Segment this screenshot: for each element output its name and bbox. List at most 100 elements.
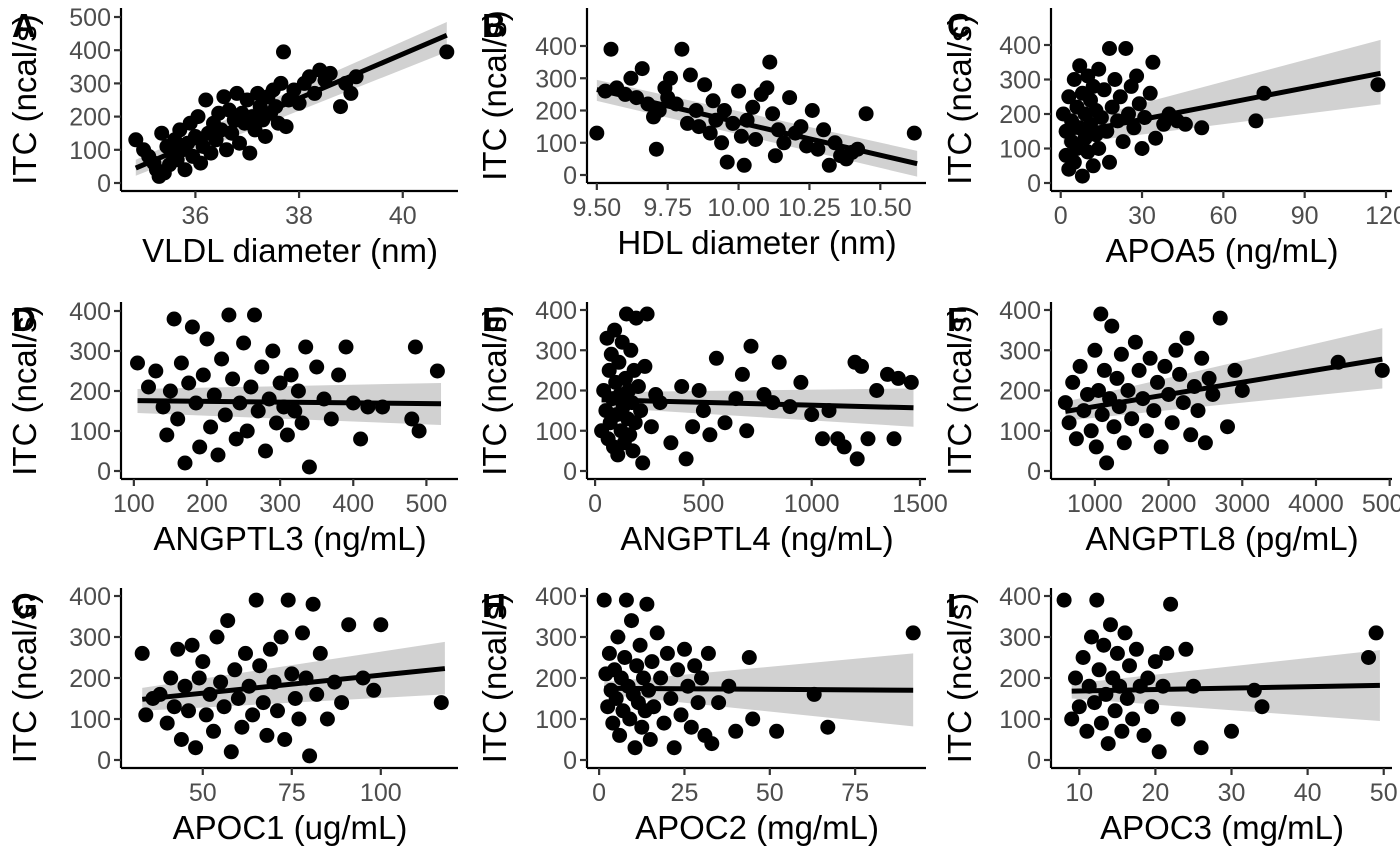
- data-point: [334, 695, 350, 711]
- data-point: [1120, 383, 1136, 398]
- data-point: [759, 80, 775, 96]
- data-point: [629, 658, 645, 674]
- data-point: [799, 138, 815, 154]
- x-tick-label: 2000: [1141, 490, 1197, 518]
- data-point: [905, 625, 921, 641]
- y-axis-title: ITC (ncal/s): [6, 305, 43, 476]
- data-point: [1224, 723, 1239, 739]
- data-point: [1085, 158, 1101, 174]
- data-point: [154, 125, 170, 141]
- y-tick-label: 100: [69, 418, 111, 446]
- data-point: [1071, 699, 1087, 715]
- data-point: [695, 403, 711, 419]
- data-point: [816, 122, 832, 138]
- data-point: [1107, 72, 1123, 87]
- data-point: [177, 162, 193, 178]
- x-tick-label: 3000: [1214, 490, 1270, 518]
- data-point: [1183, 427, 1199, 443]
- x-axis-title: ANGPTL3 (ng/mL): [153, 520, 426, 557]
- data-point: [1136, 727, 1152, 743]
- data-point: [733, 128, 749, 144]
- y-tick-label: 300: [69, 624, 111, 652]
- x-axis-title: APOC3 (mg/mL): [1100, 809, 1344, 846]
- data-point: [1068, 670, 1083, 686]
- data-point: [627, 415, 643, 431]
- data-point: [1157, 358, 1173, 374]
- y-axis-title: ITC (ncal/s): [476, 10, 513, 181]
- data-point: [1065, 374, 1081, 390]
- data-point: [1146, 403, 1162, 419]
- data-point: [678, 451, 694, 467]
- data-point: [674, 379, 690, 394]
- data-point: [223, 744, 239, 760]
- data-point: [181, 375, 197, 391]
- data-point: [284, 666, 300, 682]
- data-point: [697, 77, 713, 93]
- data-point: [1115, 134, 1131, 150]
- x-tick-label: 500: [406, 490, 448, 518]
- data-point: [1163, 596, 1179, 612]
- data-point: [1087, 342, 1103, 358]
- data-point: [277, 732, 293, 747]
- data-point: [1220, 419, 1235, 435]
- data-point: [1091, 61, 1107, 77]
- data-point: [258, 443, 273, 459]
- data-point: [1057, 395, 1073, 411]
- data-point: [659, 645, 675, 661]
- y-tick-label: 200: [69, 378, 111, 406]
- y-tick-label: 100: [69, 706, 111, 734]
- data-point: [216, 699, 232, 715]
- data-point: [331, 367, 347, 383]
- y-tick-label: 0: [97, 170, 111, 198]
- data-point: [238, 645, 253, 661]
- data-point: [173, 732, 189, 747]
- data-point: [1061, 415, 1077, 431]
- data-point: [635, 455, 651, 471]
- regression-line: [601, 397, 914, 411]
- data-point: [646, 699, 662, 715]
- y-tick-label: 300: [69, 338, 111, 366]
- data-point: [691, 119, 707, 135]
- data-point: [1170, 711, 1186, 727]
- data-point: [433, 695, 449, 711]
- data-point: [821, 157, 837, 173]
- data-point: [225, 371, 241, 387]
- y-tick-label: 400: [999, 32, 1041, 60]
- regression-line: [134, 32, 448, 171]
- data-point: [1109, 370, 1125, 386]
- data-point: [1087, 695, 1102, 711]
- y-tick-label: 400: [999, 297, 1041, 325]
- data-point: [373, 617, 389, 633]
- data-point: [836, 439, 852, 455]
- data-point: [1091, 662, 1107, 678]
- data-point: [242, 145, 258, 161]
- x-tick-label: 10.50: [849, 194, 912, 222]
- panel-label: B: [482, 7, 506, 44]
- data-point: [1172, 366, 1188, 382]
- data-point: [776, 135, 792, 151]
- data-point: [276, 44, 291, 60]
- y-tick-label: 400: [999, 583, 1041, 611]
- data-point: [680, 678, 696, 694]
- data-point: [1205, 387, 1221, 402]
- panel-label: G: [12, 587, 38, 624]
- data-point: [1234, 383, 1250, 398]
- data-point: [262, 641, 278, 657]
- data-point: [239, 423, 255, 439]
- data-point: [1083, 423, 1099, 439]
- data-point: [273, 629, 289, 645]
- x-tick-label: 400: [332, 490, 374, 518]
- data-point: [648, 141, 664, 157]
- data-point: [634, 719, 650, 735]
- y-tick-label: 200: [999, 665, 1041, 693]
- data-point: [184, 319, 200, 335]
- data-point: [177, 455, 193, 471]
- data-point: [439, 44, 455, 60]
- data-point: [323, 411, 339, 427]
- data-point: [247, 307, 262, 323]
- data-point: [854, 358, 869, 374]
- y-tick-label: 100: [999, 418, 1041, 446]
- data-point: [702, 125, 718, 141]
